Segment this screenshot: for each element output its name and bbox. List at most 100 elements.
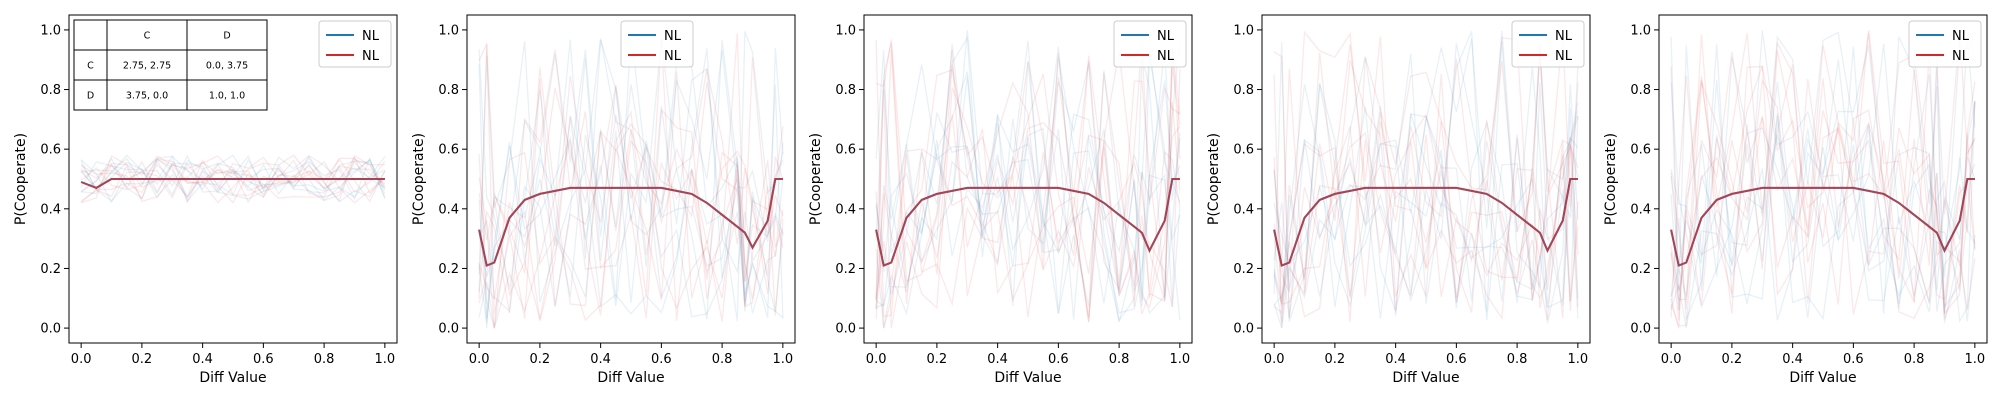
series-line-red [80, 178, 385, 190]
y-tick-label: 0.4 [40, 202, 61, 217]
x-tick-label: 1.0 [1170, 352, 1191, 367]
background-trace [478, 108, 784, 329]
legend-label: NL [362, 49, 380, 64]
background-trace [875, 40, 1181, 329]
background-trace [1670, 30, 1976, 310]
legend-box [1511, 20, 1585, 68]
background-trace [81, 155, 386, 202]
y-tick-label: 0.8 [1233, 83, 1254, 98]
y-tick-label: 0.0 [40, 322, 61, 337]
x-tick-label: 0.6 [1843, 352, 1864, 367]
axes-frame [1261, 14, 1591, 344]
background-trace [81, 156, 386, 199]
x-tick-label: 0.0 [469, 352, 490, 367]
background-trace [1273, 36, 1579, 319]
background-trace [1273, 53, 1579, 319]
x-tick-label: 0.4 [1385, 352, 1406, 367]
legend-label: NL [1952, 49, 1970, 64]
table-cell: 0.0, 3.75 [206, 61, 248, 72]
chart-panel-4: 0.0 0.2 0.4 0.6 0.8 1.0 0.0 0.2 0.4 0.6 0.8 1.0 Diff… [1206, 14, 1591, 386]
background-traces [1670, 30, 1976, 329]
background-trace [1670, 31, 1976, 321]
y-tick-label: 0.2 [438, 262, 459, 277]
legend-label: NL [1952, 29, 1970, 44]
x-tick-label: 0.8 [712, 352, 733, 367]
legend-box [620, 20, 694, 68]
table-col-header: C [144, 31, 151, 42]
background-trace [1670, 33, 1976, 329]
x-tick-label: 0.2 [132, 352, 153, 367]
y-axis-label: P(Cooperate) [808, 133, 824, 225]
background-trace [478, 87, 784, 316]
background-trace [1670, 43, 1976, 315]
background-trace [478, 49, 784, 329]
legend-box [1908, 20, 1982, 68]
background-trace [1670, 40, 1976, 310]
x-tick-label: 0.4 [192, 352, 213, 367]
x-axis-label: Diff Value [994, 370, 1061, 386]
background-trace [875, 39, 1181, 318]
background-trace [1670, 31, 1976, 311]
y-tick-label: 0.4 [835, 202, 856, 217]
background-trace [80, 154, 386, 204]
x-tick-label: 0.0 [1264, 352, 1285, 367]
y-tick-label: 0.8 [40, 83, 61, 98]
background-trace [80, 154, 386, 198]
background-trace [875, 49, 1181, 320]
y-tick-label: 0.0 [1233, 322, 1254, 337]
x-tick-label: 1.0 [773, 352, 794, 367]
y-tick-label: 0.6 [40, 143, 61, 158]
x-tick-label: 0.8 [1904, 352, 1925, 367]
series-line-red [875, 178, 1180, 267]
x-tick-label: 0.2 [1722, 352, 1743, 367]
x-axis-label: Diff Value [199, 370, 266, 386]
y-tick-label: 0.4 [438, 202, 459, 217]
background-trace [80, 156, 386, 203]
y-tick-label: 0.8 [438, 83, 459, 98]
y-tick-label: 1.0 [1630, 23, 1651, 38]
y-axis-label: P(Cooperate) [1206, 133, 1222, 225]
background-trace [875, 51, 1181, 318]
axes-frame [863, 14, 1193, 344]
y-tick-label: 0.4 [1233, 202, 1254, 217]
background-trace [875, 42, 1181, 323]
background-trace [1670, 30, 1976, 320]
legend-box [318, 20, 392, 68]
y-axis-label: P(Cooperate) [1603, 133, 1619, 225]
y-tick-label: 0.2 [835, 262, 856, 277]
background-trace [1273, 121, 1579, 311]
background-trace [875, 39, 1181, 303]
background-trace [875, 30, 1181, 310]
y-tick-label: 1.0 [835, 23, 856, 38]
y-axis-label: P(Cooperate) [13, 133, 29, 225]
background-trace [478, 38, 784, 303]
background-trace [80, 159, 386, 204]
background-trace [1273, 30, 1579, 309]
y-tick-label: 0.6 [835, 143, 856, 158]
series-line-red [1273, 178, 1578, 267]
background-trace [478, 39, 784, 314]
legend: NL NL [620, 20, 694, 68]
background-trace [80, 154, 386, 200]
background-trace [478, 48, 784, 319]
legend-label: NL [1157, 29, 1175, 44]
background-trace [1273, 30, 1579, 319]
y-tick-label: 0.4 [1630, 202, 1651, 217]
background-trace [875, 62, 1181, 306]
x-tick-label: 0.2 [530, 352, 551, 367]
background-trace [875, 49, 1181, 319]
background-trace [478, 33, 784, 307]
background-trace [80, 156, 386, 204]
background-trace [80, 155, 386, 204]
background-trace [478, 43, 784, 321]
axes-frame [1658, 14, 1988, 344]
x-tick-label: 0.8 [1109, 352, 1130, 367]
background-trace [478, 49, 784, 314]
y-tick-label: 0.6 [1233, 143, 1254, 158]
background-trace [1273, 30, 1579, 322]
background-trace [875, 60, 1181, 329]
legend-box [1113, 20, 1187, 68]
legend-label: NL [1555, 49, 1573, 64]
x-tick-label: 0.6 [253, 352, 274, 367]
x-tick-label: 0.6 [651, 352, 672, 367]
